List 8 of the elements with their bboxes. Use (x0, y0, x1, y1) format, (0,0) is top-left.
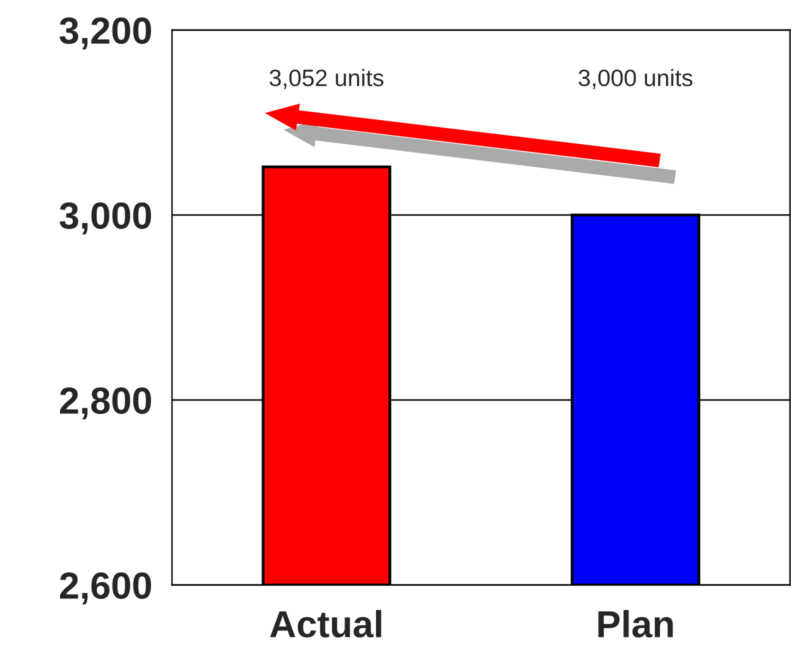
annotation: 3,000 units (578, 68, 692, 90)
annotation: 3,052 units (270, 68, 384, 90)
x-tick-label: Plan (598, 610, 673, 638)
y-tick-label: 2,600 (60, 572, 152, 604)
x-tick-label: Actual (270, 610, 382, 638)
y-tick-label: 2,800 (60, 387, 152, 420)
y-tick-label: 3,000 (60, 202, 152, 234)
y-tick-label: 3,200 (60, 17, 152, 50)
